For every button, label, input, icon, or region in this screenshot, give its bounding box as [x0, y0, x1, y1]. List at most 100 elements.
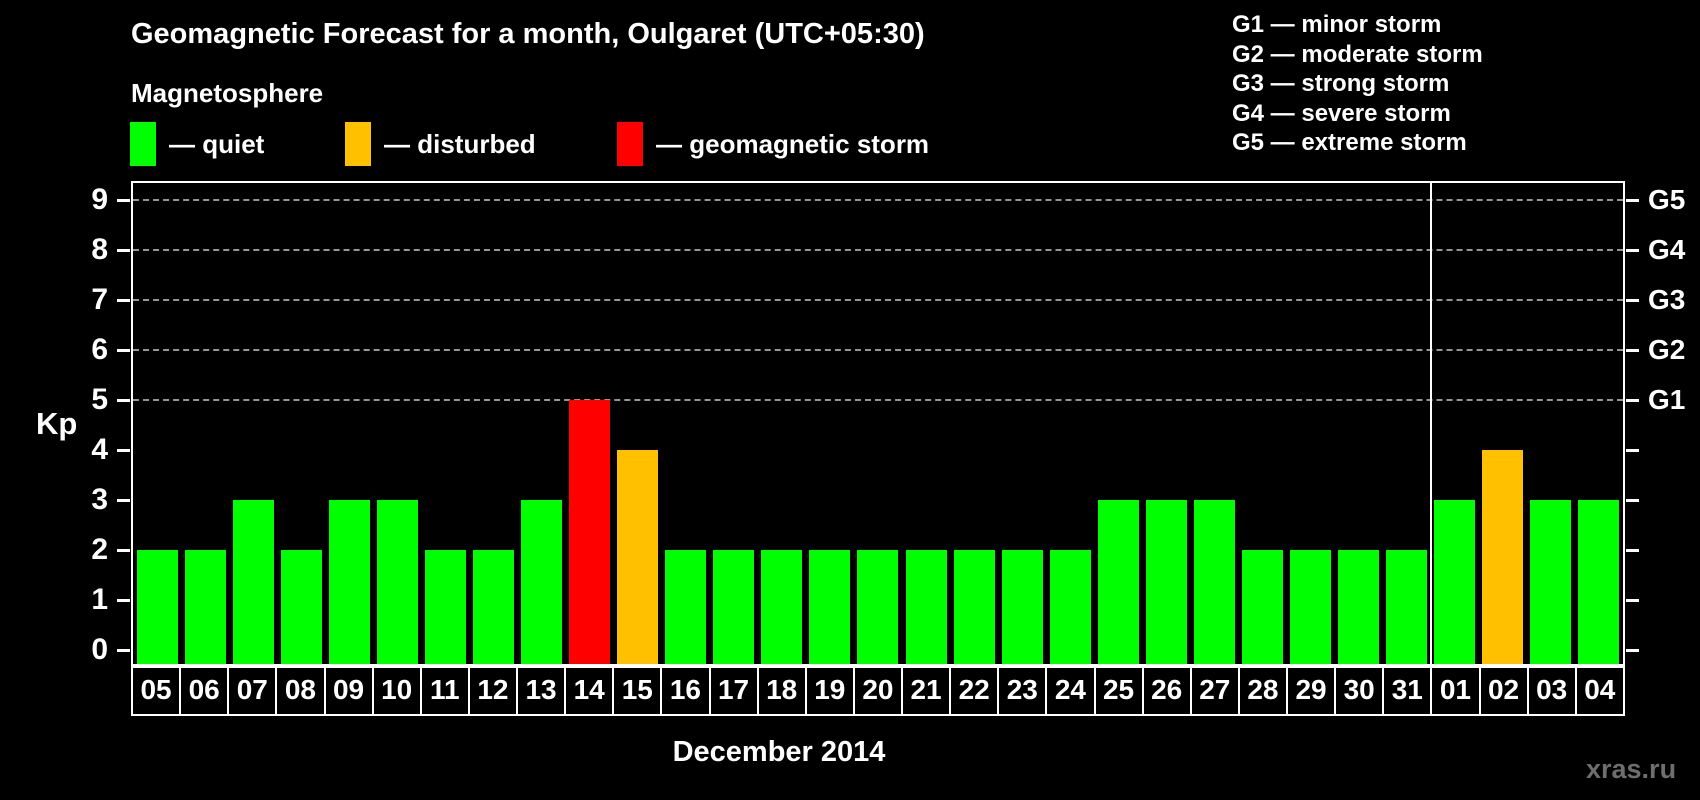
day-box-30: 30 [1334, 666, 1385, 716]
day-box-24: 24 [1045, 666, 1096, 716]
kp-bar-day-01 [1434, 500, 1476, 664]
y-axis-tick-left-6 [117, 349, 130, 352]
x-axis-label: December 2014 [672, 736, 886, 768]
gridline-kp6 [133, 349, 1623, 351]
day-box-10: 10 [371, 666, 422, 716]
magnetosphere-label: Magnetosphere [131, 78, 324, 108]
y-tick-label-2: 2 [91, 533, 108, 566]
y-axis-tick-left-8 [117, 249, 130, 252]
g-scale-label-g5: G5 [1648, 184, 1686, 215]
y-tick-label-1: 1 [91, 583, 108, 616]
y-axis-tick-left-4 [117, 449, 130, 452]
gridline-kp8 [133, 249, 1623, 251]
month-separator-line [1429, 183, 1432, 664]
legend-item-geomagnetic-storm: — geomagnetic storm [617, 120, 929, 168]
y-tick-label-5: 5 [91, 383, 108, 416]
kp-bar-day-10 [376, 500, 418, 664]
y-tick-label-8: 8 [91, 233, 108, 266]
kp-bar-day-18 [761, 550, 803, 664]
legend-swatch-quiet [130, 122, 156, 166]
legend-swatch-geomagnetic-storm [617, 122, 643, 166]
day-box-31: 31 [1382, 666, 1433, 716]
kp-bar-day-14 [569, 400, 611, 664]
kp-bar-day-24 [1049, 550, 1091, 664]
kp-bar-day-21 [905, 550, 947, 664]
day-box-17: 17 [708, 666, 759, 716]
kp-bar-day-23 [1001, 550, 1043, 664]
y-axis-tick-right-8 [1626, 249, 1639, 252]
storm-scale-item-g2: G2 — moderate storm [1232, 40, 1483, 68]
y-tick-label-3: 3 [91, 483, 108, 516]
kp-bar-day-02 [1482, 450, 1524, 664]
kp-bar-day-05 [136, 550, 178, 664]
legend-label: — geomagnetic storm [656, 128, 930, 159]
storm-scale-item-g4: G4 — severe storm [1232, 99, 1451, 127]
legend-item-quiet: — quiet [130, 120, 264, 168]
y-tick-label-0: 0 [91, 633, 108, 666]
kp-bar-day-09 [328, 500, 370, 664]
day-box-16: 16 [660, 666, 711, 716]
y-axis-tick-right-2 [1626, 549, 1639, 552]
y-axis-tick-left-0 [117, 649, 130, 652]
kp-bar-day-28 [1241, 550, 1283, 664]
kp-bar-day-30 [1338, 550, 1380, 664]
legend-item-disturbed: — disturbed [345, 120, 536, 168]
kp-bar-day-26 [1145, 500, 1187, 664]
kp-bar-day-20 [857, 550, 899, 664]
gridline-kp7 [133, 299, 1623, 301]
legend-label: — disturbed [384, 128, 536, 159]
storm-scale-item-g1: G1 — minor storm [1232, 11, 1442, 38]
day-box-29: 29 [1286, 666, 1337, 716]
y-axis-tick-left-2 [117, 549, 130, 552]
day-box-05: 05 [131, 666, 182, 716]
day-box-06: 06 [179, 666, 230, 716]
y-axis-label: Kp [36, 406, 78, 441]
day-box-27: 27 [1189, 666, 1240, 716]
y-axis-tick-left-5 [117, 399, 130, 402]
y-axis-tick-right-7 [1626, 299, 1639, 302]
chart-title: Geomagnetic Forecast for a month, Oulgar… [131, 18, 925, 50]
kp-bar-day-19 [809, 550, 851, 664]
kp-bar-day-17 [713, 550, 755, 664]
y-axis-tick-right-4 [1626, 449, 1639, 452]
g-scale-label-g1: G1 [1648, 384, 1686, 415]
day-box-12: 12 [467, 666, 518, 716]
y-tick-label-4: 4 [91, 433, 108, 466]
kp-bar-day-15 [617, 450, 659, 664]
y-axis-tick-left-3 [117, 499, 130, 502]
y-tick-label-6: 6 [91, 333, 108, 366]
kp-bar-day-12 [472, 550, 514, 664]
day-box-18: 18 [756, 666, 807, 716]
kp-bar-day-03 [1530, 500, 1572, 664]
kp-bar-day-11 [424, 550, 466, 664]
g-scale-label-g4: G4 [1648, 234, 1686, 265]
kp-bar-day-07 [232, 500, 274, 664]
legend-swatch-disturbed [345, 122, 371, 166]
kp-bar-day-04 [1578, 500, 1620, 664]
y-axis-tick-right-5 [1626, 399, 1639, 402]
day-box-11: 11 [419, 666, 470, 716]
y-tick-label-7: 7 [91, 283, 108, 316]
y-axis-tick-right-0 [1626, 649, 1639, 652]
gridline-kp5 [133, 399, 1623, 401]
y-tick-label-9: 9 [91, 183, 108, 216]
day-box-14: 14 [564, 666, 615, 716]
kp-bar-day-06 [184, 550, 226, 664]
storm-scale-item-g5: G5 — extreme storm [1232, 129, 1467, 156]
day-box-26: 26 [1141, 666, 1192, 716]
kp-bar-day-13 [521, 500, 563, 664]
y-axis-tick-left-9 [117, 199, 130, 202]
kp-bar-day-16 [665, 550, 707, 664]
kp-bar-day-31 [1386, 550, 1428, 664]
plot-area [131, 181, 1625, 666]
g-scale-label-g3: G3 [1648, 284, 1686, 315]
day-box-15: 15 [612, 666, 663, 716]
day-box-28: 28 [1237, 666, 1288, 716]
storm-scale-legend: G1 — minor storm G2 — moderate storm G3 — … [1232, 10, 1483, 158]
day-box-13: 13 [516, 666, 567, 716]
day-box-04: 04 [1574, 666, 1625, 716]
kp-bar-day-25 [1097, 500, 1139, 664]
storm-scale-item-g3: G3 — strong storm [1232, 70, 1450, 97]
y-axis-tick-left-7 [117, 299, 130, 302]
